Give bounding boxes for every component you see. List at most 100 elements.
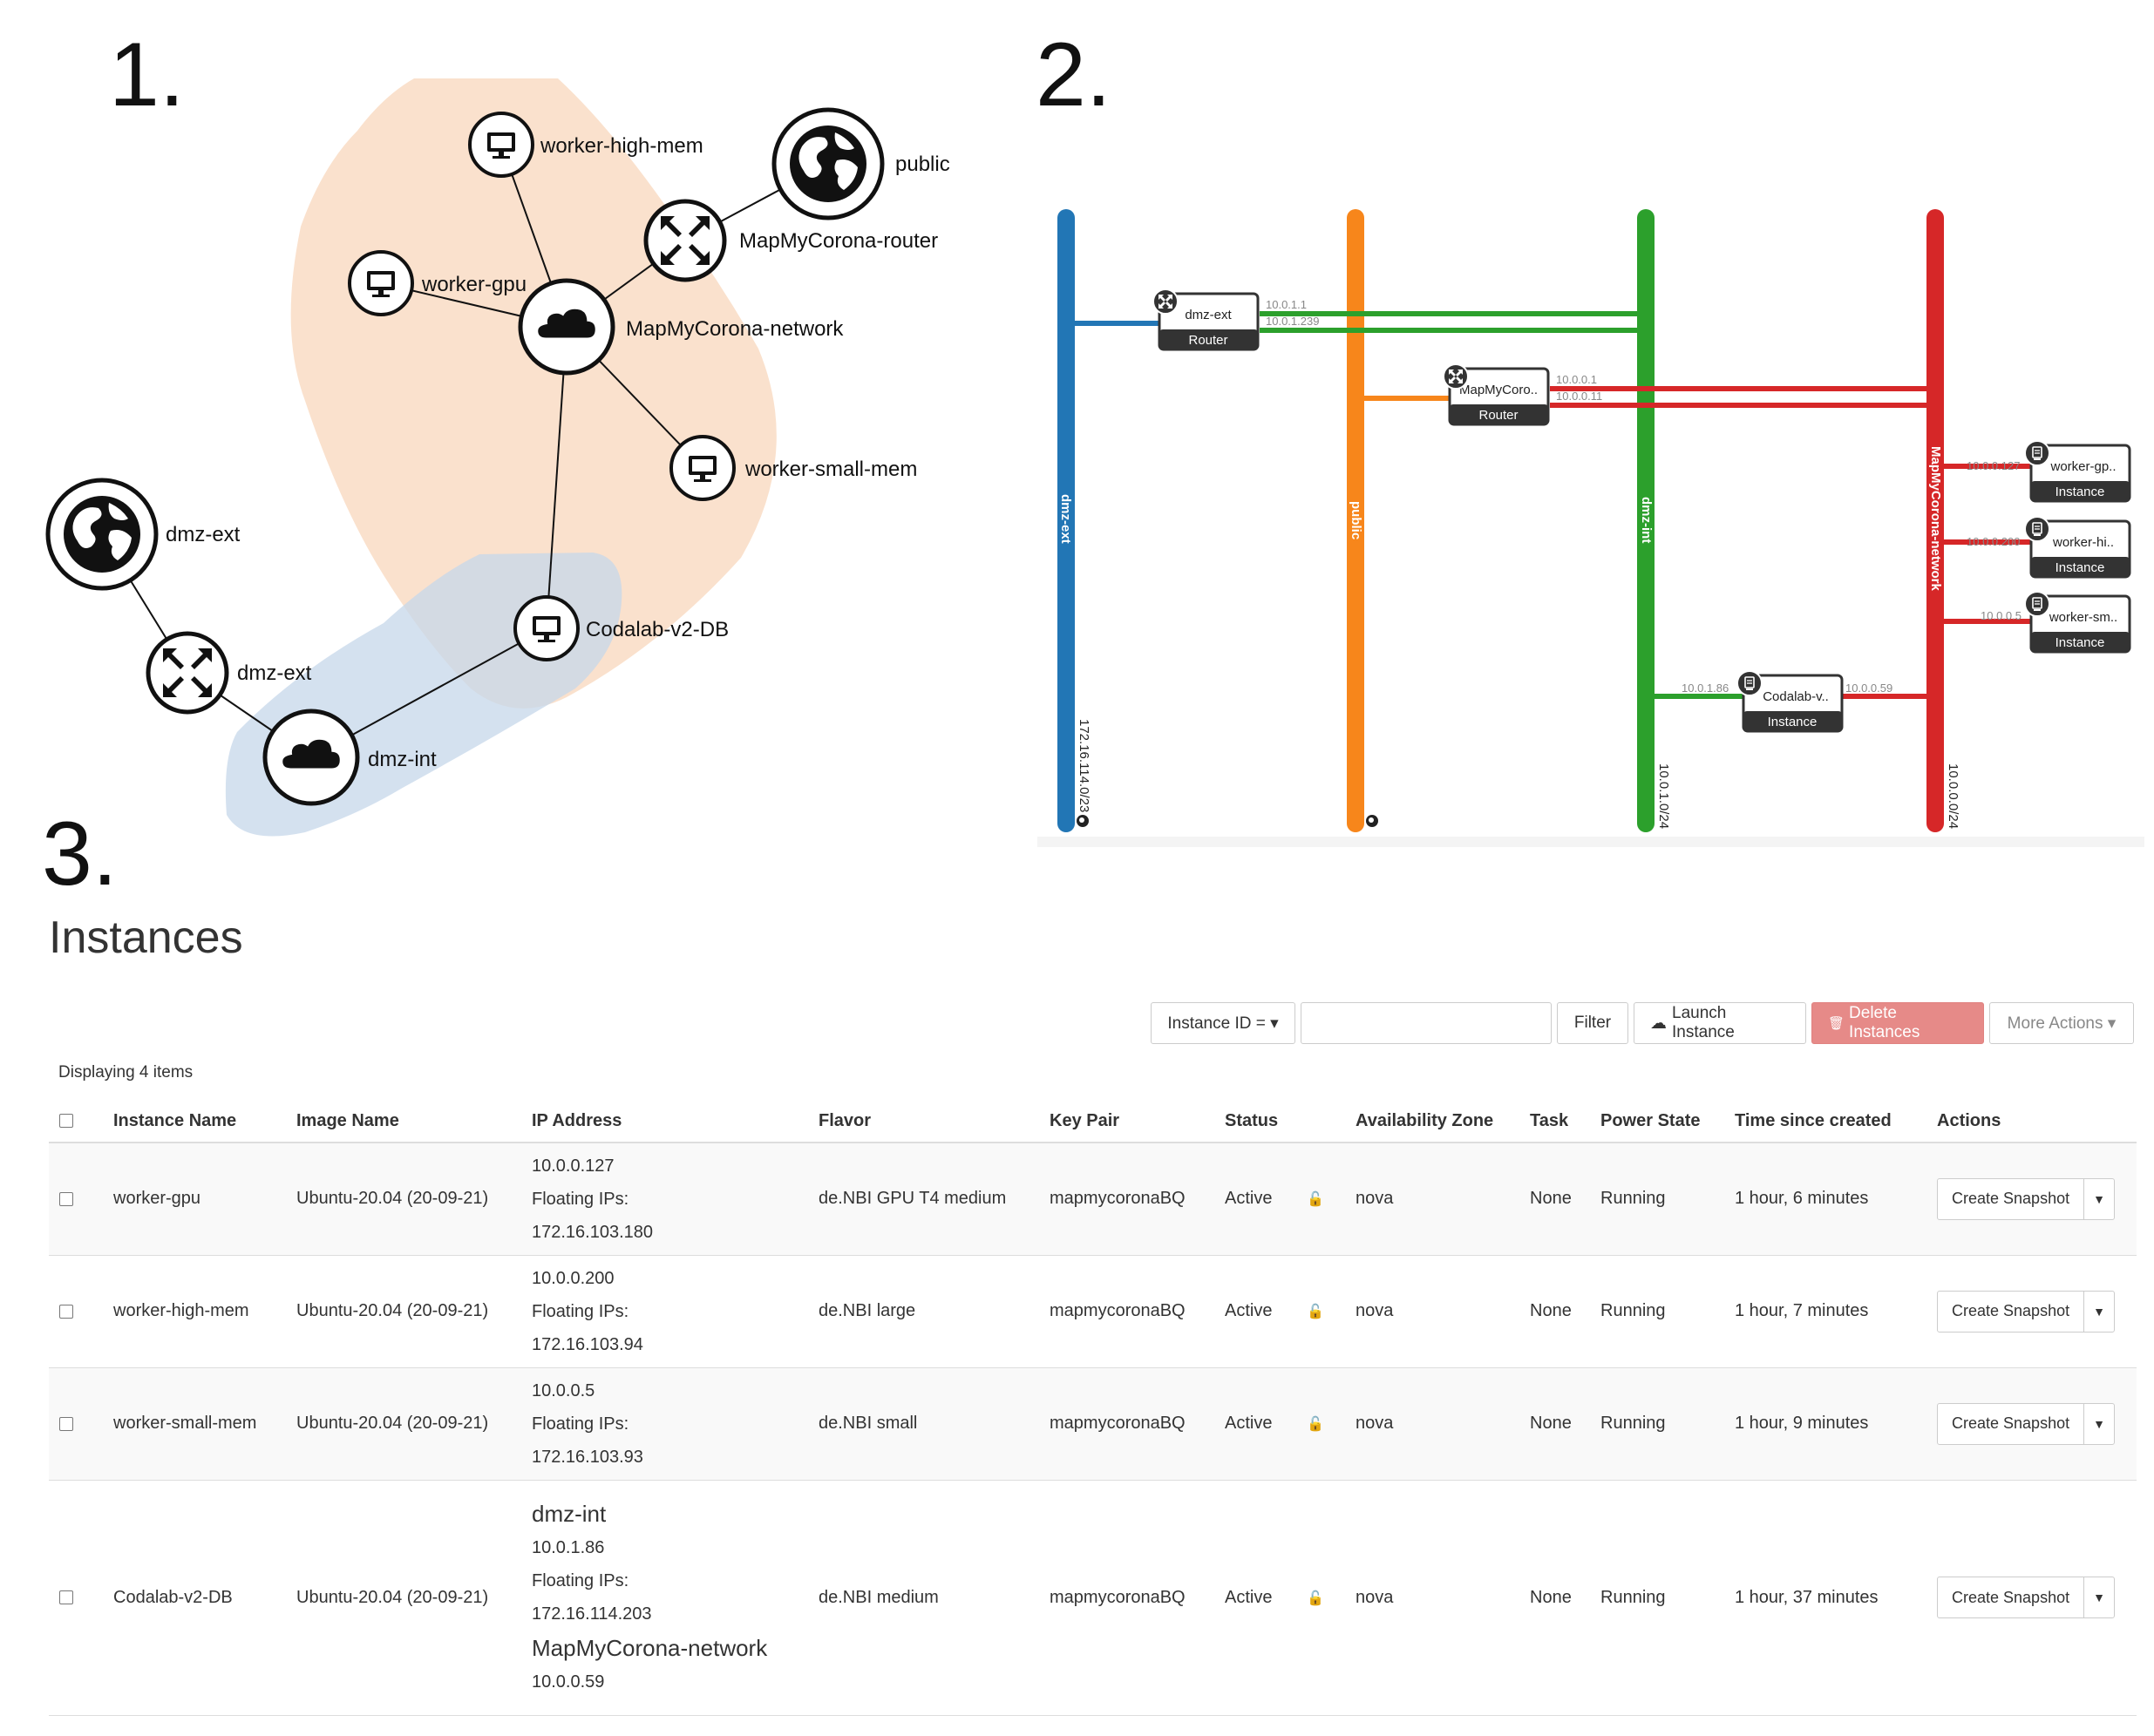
col-power-state[interactable]: Power State [1590,1100,1724,1143]
col-flavor[interactable]: Flavor [808,1100,1039,1143]
unlock-icon: 🔓 [1307,1192,1324,1208]
key-pair: mapmycoronaBQ [1039,1255,1214,1368]
row-actions-caret-icon[interactable]: ▼ [2093,1304,2106,1319]
network-graph-view: dmz-ext 172.16.114.0/23 public dmz-int 1… [1037,192,2144,850]
worker-high-mem-node[interactable] [468,112,534,178]
launch-instance-button[interactable]: ☁ Launch Instance [1634,1002,1806,1044]
row-actions-caret-icon[interactable]: ▼ [2093,1416,2106,1431]
col-image-name[interactable]: Image Name [286,1100,521,1143]
col-key-pair[interactable]: Key Pair [1039,1100,1214,1143]
instance-name-link[interactable]: Codalab-v2-DB [103,1480,286,1716]
public-network-bar[interactable] [1347,209,1364,832]
mapmycorona-network-node[interactable] [518,278,615,376]
dmz-ext-network-label: dmz-ext [166,523,241,546]
flavor-link[interactable]: de.NBI medium [808,1480,1039,1716]
router-card-dmz-ext[interactable]: dmz-ext Router [1152,288,1260,351]
row-checkbox[interactable] [59,1191,73,1206]
row-actions-caret-icon[interactable]: ▼ [2093,1191,2106,1206]
instance-card-worker-small-mem[interactable]: worker-sm.. Instance [2024,591,2131,654]
server-icon [2024,440,2050,466]
table-row: worker-high-mem Ubuntu-20.04 (20-09-21) … [49,1255,2137,1368]
row-actions-group: Create Snapshot ▼ [1937,1402,2116,1445]
image-name: Ubuntu-20.04 (20-09-21) [286,1255,521,1368]
power-state: Running [1590,1480,1724,1716]
task: None [1519,1367,1590,1481]
filter-input[interactable] [1301,1002,1552,1044]
server-icon [2024,591,2050,617]
more-actions-button[interactable]: More Actions ▾ [1989,1002,2134,1044]
router-card-mapmycorona[interactable]: MapMyCoro.. Router [1443,363,1550,426]
power-state: Running [1590,1367,1724,1481]
col-status[interactable]: Status [1214,1100,1296,1143]
table-row: worker-small-mem Ubuntu-20.04 (20-09-21)… [49,1367,2137,1481]
availability-zone: nova [1345,1367,1519,1481]
col-time-since-created[interactable]: Time since created [1724,1100,1926,1143]
ip-address: 10.0.0.59 [532,1672,605,1692]
status: Active [1214,1480,1296,1716]
instance-name-link[interactable]: worker-high-mem [103,1255,286,1368]
delete-instances-label: Delete Instances [1849,1004,1920,1041]
floating-ip: 172.16.103.93 [532,1447,643,1467]
panel-3-number: 3. [42,804,118,905]
row-checkbox[interactable] [59,1590,73,1605]
create-snapshot-button[interactable]: Create Snapshot [1938,1291,2085,1332]
trash-icon: 🗑 [1828,1016,1845,1031]
external-globe-icon [1366,815,1378,827]
unlock-icon: 🔓 [1307,1305,1324,1319]
power-state: Running [1590,1143,1724,1256]
dmz-ext-router-node[interactable] [146,631,229,715]
col-availability-zone[interactable]: Availability Zone [1345,1100,1519,1143]
create-snapshot-button[interactable]: Create Snapshot [1938,1178,2085,1219]
row-checkbox[interactable] [59,1416,73,1431]
col-task[interactable]: Task [1519,1100,1590,1143]
instance-card-type: Instance [2055,560,2105,575]
select-all-header [49,1100,103,1143]
items-count: Displaying 4 items [58,1063,194,1082]
col-instance-name[interactable]: Instance Name [103,1100,286,1143]
instance-card-name: worker-hi.. [2052,535,2114,550]
dmz-int-network-node[interactable] [262,709,360,806]
dmz-ext-network-node[interactable] [45,478,159,591]
delete-instances-button[interactable]: 🗑 Delete Instances [1811,1002,1984,1044]
availability-zone: nova [1345,1143,1519,1256]
instance-card-codalab[interactable]: Codalab-v.. Instance [1736,670,1844,733]
select-all-checkbox[interactable] [59,1114,73,1129]
router-icon [1443,363,1469,390]
worker-gpu-node[interactable] [348,250,414,316]
table-row: worker-gpu Ubuntu-20.04 (20-09-21) 10.0.… [49,1143,2137,1256]
network-topology-view: worker-high-mem public MapMyCorona-route… [45,78,950,837]
instance-name-link[interactable]: worker-gpu [103,1143,286,1256]
floating-ips-label: Floating IPs: [532,1571,629,1590]
public-network-node[interactable] [771,107,885,220]
create-snapshot-button[interactable]: Create Snapshot [1938,1577,2085,1617]
codalab-node[interactable] [513,595,580,661]
filter-field-select[interactable]: Instance ID = ▾ [1151,1002,1295,1044]
worker-small-mem-node[interactable] [669,435,736,501]
flavor-link[interactable]: de.NBI small [808,1367,1039,1481]
mapmycorona-network-label: MapMyCorona-network [626,317,844,341]
instance-card-worker-gpu[interactable]: worker-gp.. Instance [2024,440,2131,503]
flavor-link[interactable]: de.NBI large [808,1255,1039,1368]
col-lock [1296,1100,1345,1143]
filter-button[interactable]: Filter [1557,1002,1628,1044]
floating-ip: 172.16.103.180 [532,1222,654,1242]
mapmycorona-router-node[interactable] [643,199,727,282]
availability-zone: nova [1345,1480,1519,1716]
status: Active [1214,1255,1296,1368]
create-snapshot-button[interactable]: Create Snapshot [1938,1403,2085,1444]
row-actions-caret-icon[interactable]: ▼ [2093,1590,2106,1604]
instance-card-worker-high-mem[interactable]: worker-hi.. Instance [2024,516,2131,579]
flavor-link[interactable]: de.NBI GPU T4 medium [808,1143,1039,1256]
key-pair: mapmycoronaBQ [1039,1143,1214,1256]
dmz-ext-network-bar[interactable] [1057,209,1075,832]
row-checkbox[interactable] [59,1304,73,1319]
col-ip-address[interactable]: IP Address [521,1100,808,1143]
cloud-upload-icon: ☁ [1650,1014,1667,1033]
image-name: Ubuntu-20.04 (20-09-21) [286,1480,521,1716]
instance-name-link[interactable]: worker-small-mem [103,1367,286,1481]
floating-ips-label: Floating IPs: [532,1301,629,1321]
dmz-int-network-bar[interactable] [1637,209,1655,832]
mapmycorona-network-bar[interactable] [1926,209,1944,832]
router-card-name: MapMyCoro.. [1459,383,1538,397]
image-name: Ubuntu-20.04 (20-09-21) [286,1143,521,1256]
